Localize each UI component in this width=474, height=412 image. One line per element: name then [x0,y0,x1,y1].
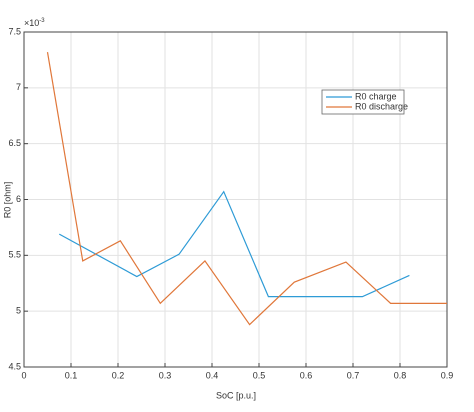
x-axis-label: SoC [p.u.] [216,390,256,400]
legend-box [321,89,405,115]
y-tick-label: 5.5 [8,250,21,260]
x-tick-label: 0.4 [206,370,219,380]
plot-frame [23,31,448,368]
y-tick-label: 4.5 [8,361,21,371]
y-tick-label: 5 [16,306,21,316]
x-tick-label: 0.7 [347,370,360,380]
x-tick-label: 0.2 [112,370,125,380]
series-line [58,190,410,298]
y-tick-label: 7.5 [8,26,21,36]
x-tick-label: 0.9 [441,370,454,380]
x-tick-label: 0.8 [394,370,407,380]
y-tick-label: 7 [16,82,21,92]
x-tick-label: 0 [21,370,26,380]
y-axis-label: R0 [ohm] [2,182,12,219]
x-tick-label: 0.6 [300,370,313,380]
x-tick-label: 0.3 [159,370,172,380]
y-tick-label: 6 [16,194,21,204]
y-tick-label: 6.5 [8,138,21,148]
y-multiplier-base: ×10 [24,18,39,28]
x-tick-label: 0.1 [65,370,78,380]
y-multiplier: ×10-3 [24,18,45,29]
series-line [46,52,447,326]
legend-label: R0 charge [355,91,397,101]
x-tick-label: 0.5 [253,370,266,380]
legend-label: R0 discharge [355,101,408,111]
y-multiplier-exponent: -3 [39,18,45,24]
